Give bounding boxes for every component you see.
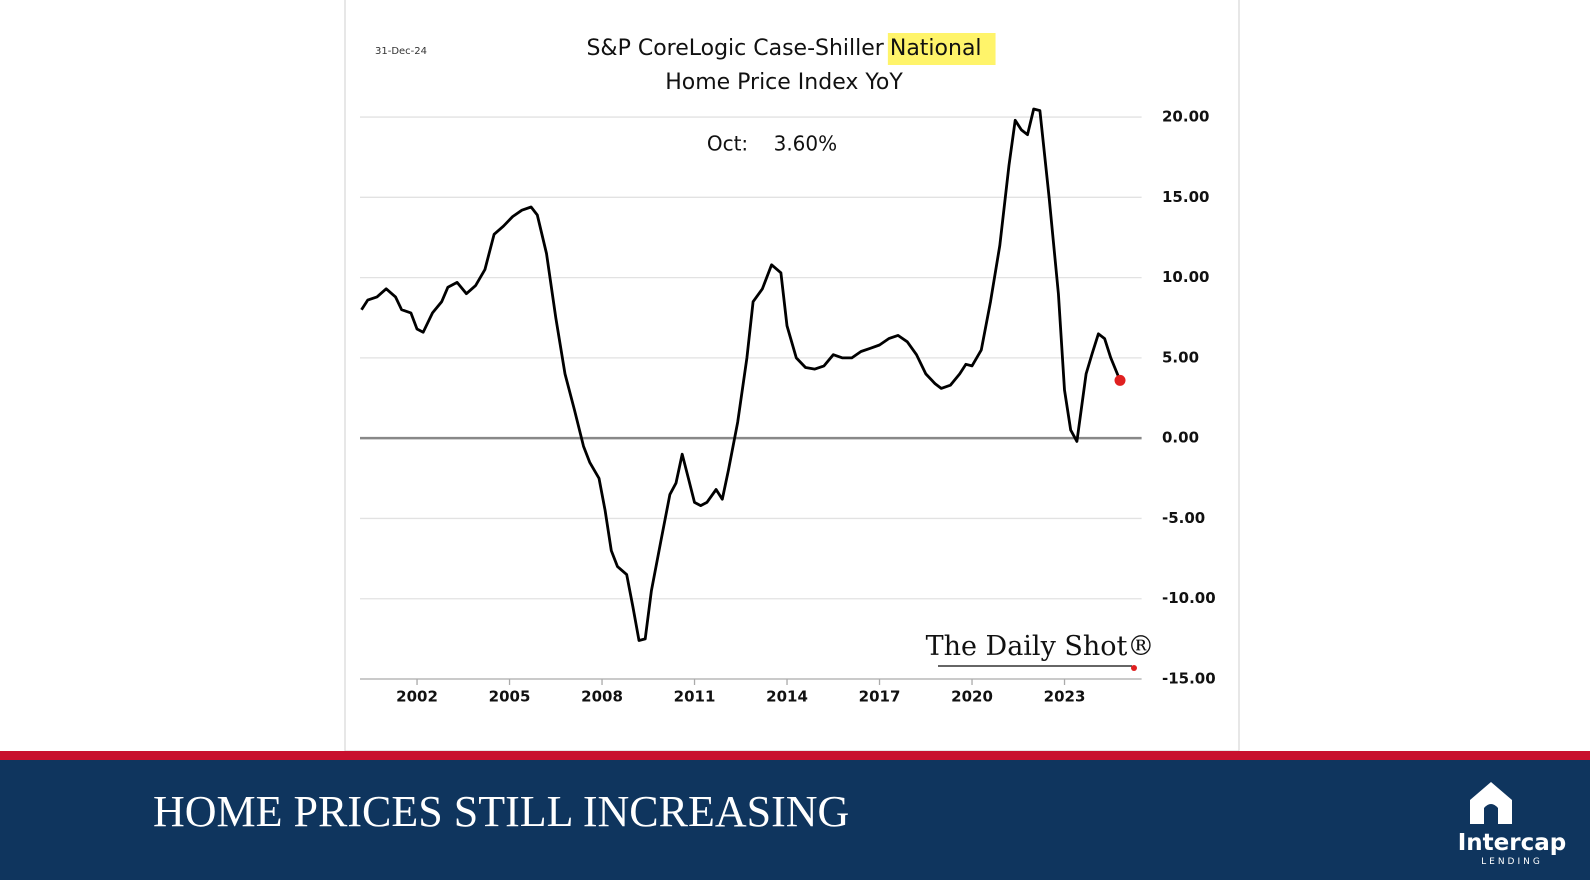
x-tick-label: 2017 [859, 688, 901, 706]
y-tick-label: 0.00 [1162, 429, 1199, 447]
y-tick-label: 5.00 [1162, 348, 1199, 366]
x-tick-label: 2023 [1044, 688, 1086, 706]
source: The Daily Shot® [926, 631, 1155, 662]
x-tick-label: 2014 [766, 688, 808, 706]
y-tick-label: 15.00 [1162, 188, 1209, 206]
x-tick-label: 2008 [581, 688, 623, 706]
source-dot [1131, 665, 1137, 671]
y-tick-label: -15.00 [1162, 670, 1216, 688]
y-tick-label: -5.00 [1162, 509, 1205, 527]
chart-panel [344, 0, 1240, 752]
red-band [0, 751, 1590, 760]
y-tick-label: 10.00 [1162, 268, 1209, 286]
x-tick-label: 2005 [489, 688, 531, 706]
title-highlight [887, 33, 996, 65]
y-tick-label: -10.00 [1162, 589, 1216, 607]
logo-icon [1470, 782, 1512, 824]
chart-date: 31-Dec-24 [375, 46, 427, 57]
footer [0, 760, 1590, 880]
chart-title-highlight: National [890, 36, 982, 61]
series-line [360, 107, 1122, 642]
logo-icon-door [1484, 804, 1498, 824]
x-tick-label: 2011 [674, 688, 716, 706]
x-tick-label: 2002 [396, 688, 438, 706]
chart-title: Home Price Index YoY [665, 70, 903, 95]
logo-tagline: LENDING [1481, 857, 1543, 867]
y-tick-label: 20.00 [1162, 108, 1209, 126]
annotation: Oct: 3.60% [707, 132, 837, 156]
last-point [1114, 374, 1126, 386]
slide-heading: HOME PRICES STILL INCREASING [153, 787, 849, 836]
logo-name: Intercap [1458, 830, 1567, 856]
chart-title: S&P CoreLogic Case-Shiller [586, 36, 884, 61]
x-tick-label: 2020 [951, 688, 993, 706]
